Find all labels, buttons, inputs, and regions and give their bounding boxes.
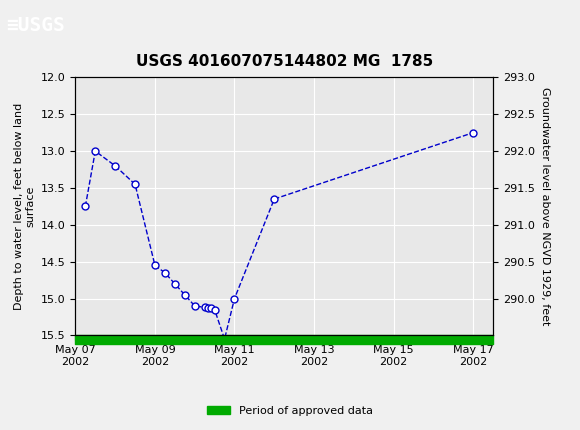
Text: ≡USGS: ≡USGS bbox=[6, 16, 64, 35]
Title: USGS 401607075144802 MG  1785: USGS 401607075144802 MG 1785 bbox=[136, 54, 433, 69]
Y-axis label: Groundwater level above NGVD 1929, feet: Groundwater level above NGVD 1929, feet bbox=[541, 87, 550, 326]
Y-axis label: Depth to water level, feet below land
surface: Depth to water level, feet below land su… bbox=[14, 103, 35, 310]
Legend: Period of approved data: Period of approved data bbox=[203, 401, 377, 420]
